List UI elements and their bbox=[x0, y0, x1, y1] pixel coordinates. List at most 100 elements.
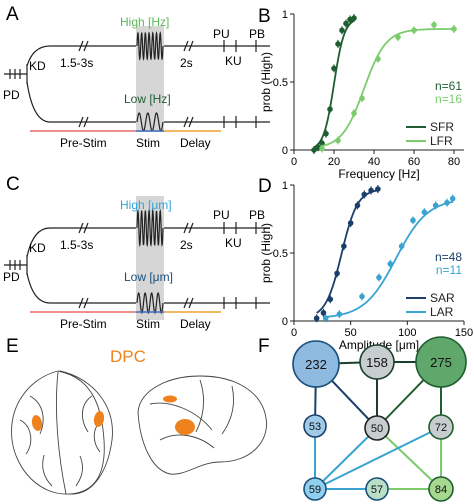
node-72 bbox=[428, 414, 454, 440]
fit-curve-lfr bbox=[321, 28, 455, 147]
node-84 bbox=[428, 476, 454, 502]
y-tick-label: 0.5 bbox=[273, 248, 288, 260]
node-59 bbox=[303, 477, 327, 501]
dpc-patches bbox=[31, 395, 195, 435]
data-point-lar bbox=[421, 209, 428, 215]
x-tick-label: 80 bbox=[448, 156, 460, 168]
data-point-lfr bbox=[395, 34, 401, 40]
delay-interval-label: 2s bbox=[180, 56, 193, 70]
panel-letter-e: E bbox=[6, 336, 19, 357]
data-point-lfr bbox=[431, 22, 437, 28]
dorsal-brain-view bbox=[11, 370, 113, 495]
sample-size-label: n=16 bbox=[435, 92, 462, 106]
lateral-brain-view bbox=[137, 375, 267, 475]
node-158 bbox=[359, 344, 395, 380]
fit-curve-lar bbox=[325, 200, 453, 318]
node-53 bbox=[303, 414, 327, 438]
edge-50-59 bbox=[314, 427, 378, 490]
node-label-275: 275 bbox=[430, 355, 452, 370]
panel-letter-c: C bbox=[6, 174, 20, 195]
panel-c: C High [μm] Low [μm] PD KD 1.5-3s 2s PU … bbox=[3, 174, 270, 331]
fit-curve-sar bbox=[316, 189, 379, 314]
x-tick-label: 0 bbox=[291, 156, 297, 168]
panel-b: B 0 20 40 60 80 0 0.5 1 Frequency [Hz] prob (High… bbox=[258, 6, 464, 181]
data-point-sar bbox=[347, 220, 354, 226]
data-point-lar bbox=[387, 261, 394, 267]
data-point-sfr bbox=[327, 106, 333, 112]
event-kd-label: KD bbox=[29, 59, 46, 73]
panel-letter-a: A bbox=[6, 4, 19, 25]
low-frequency-waveform bbox=[136, 112, 164, 132]
pre-interval-label: 1.5-3s bbox=[60, 238, 93, 252]
high-frequency-waveform bbox=[136, 31, 164, 61]
panel-letter-f: F bbox=[258, 336, 270, 357]
x-tick-label: 150 bbox=[455, 327, 473, 339]
event-kd-label: KD bbox=[29, 241, 46, 255]
event-pb-label: PB bbox=[249, 208, 265, 222]
data-point-sfr bbox=[319, 140, 325, 146]
panel-a: A High [Hz] Low [Hz] PD KD 1.5-3s 2s PU … bbox=[3, 4, 270, 150]
data-point-sfr bbox=[323, 130, 329, 137]
legend-label: LFR bbox=[430, 134, 453, 148]
data-point-sar bbox=[341, 243, 347, 249]
data-point-lar bbox=[398, 243, 405, 249]
y-tick-label: 1 bbox=[282, 180, 288, 192]
data-point-lar bbox=[444, 199, 450, 206]
data-point-lar bbox=[449, 195, 456, 202]
stim-low-label: Low [μm] bbox=[124, 270, 173, 284]
x-axis-label: Frequency [Hz] bbox=[338, 167, 419, 181]
x-tick-label: 40 bbox=[368, 156, 380, 168]
y-tick-label: 0.5 bbox=[273, 77, 288, 89]
node-label-84: 84 bbox=[435, 484, 447, 496]
data-point-lfr bbox=[351, 110, 357, 117]
edge-72-59 bbox=[314, 426, 442, 490]
panel-f: F 232 158 275 53 50 72 59 57 84 bbox=[258, 336, 467, 502]
phase-stim-label: Stim bbox=[136, 317, 160, 331]
data-point-lfr bbox=[335, 137, 341, 144]
event-pd-label: PD bbox=[3, 270, 20, 284]
edge-50-84 bbox=[376, 427, 442, 490]
data-point-sar bbox=[354, 202, 361, 209]
data-point-lar bbox=[322, 315, 329, 322]
data-point-lar bbox=[359, 293, 365, 300]
event-pb-label: PB bbox=[249, 27, 265, 41]
stim-high-label: High [Hz] bbox=[120, 15, 169, 29]
data-point-sar bbox=[361, 191, 368, 198]
data-point-sfr bbox=[343, 20, 349, 27]
event-pu-label: PU bbox=[213, 208, 230, 222]
node-label-72: 72 bbox=[435, 422, 447, 434]
dpc-left-patch bbox=[31, 415, 43, 431]
panel-e: E DPC bbox=[6, 336, 267, 495]
data-point-lfr bbox=[451, 26, 457, 32]
y-tick-label: 0 bbox=[282, 145, 288, 157]
data-point-sar bbox=[334, 270, 340, 277]
delay-interval-label: 2s bbox=[180, 238, 193, 252]
data-point-lfr bbox=[319, 145, 325, 152]
data-point-lar bbox=[410, 217, 416, 224]
sample-size-label: n=11 bbox=[436, 263, 462, 277]
legend-label: SAR bbox=[430, 291, 455, 305]
event-ku-label: KU bbox=[225, 236, 242, 250]
phase-stim-label: Stim bbox=[136, 136, 160, 150]
data-point-sfr bbox=[311, 147, 317, 153]
data-point-sfr bbox=[331, 65, 337, 72]
pre-interval-label: 1.5-3s bbox=[60, 56, 93, 70]
panel-letter-b: B bbox=[258, 6, 271, 27]
data-point-sar bbox=[320, 310, 327, 316]
phase-delay-label: Delay bbox=[180, 317, 211, 331]
y-tick-label: 0 bbox=[282, 316, 288, 328]
node-label-232: 232 bbox=[305, 357, 327, 372]
dpc-right-patch bbox=[93, 411, 105, 427]
data-point-lfr bbox=[359, 95, 365, 102]
data-point-lfr bbox=[411, 27, 417, 34]
sample-size-label: n=61 bbox=[435, 79, 462, 93]
high-amplitude-waveform bbox=[136, 208, 164, 248]
x-tick-label: 20 bbox=[328, 156, 340, 168]
node-label-59: 59 bbox=[309, 484, 321, 496]
y-tick-label: 1 bbox=[282, 9, 288, 21]
node-50 bbox=[364, 415, 390, 441]
data-point-sfr bbox=[339, 27, 345, 34]
